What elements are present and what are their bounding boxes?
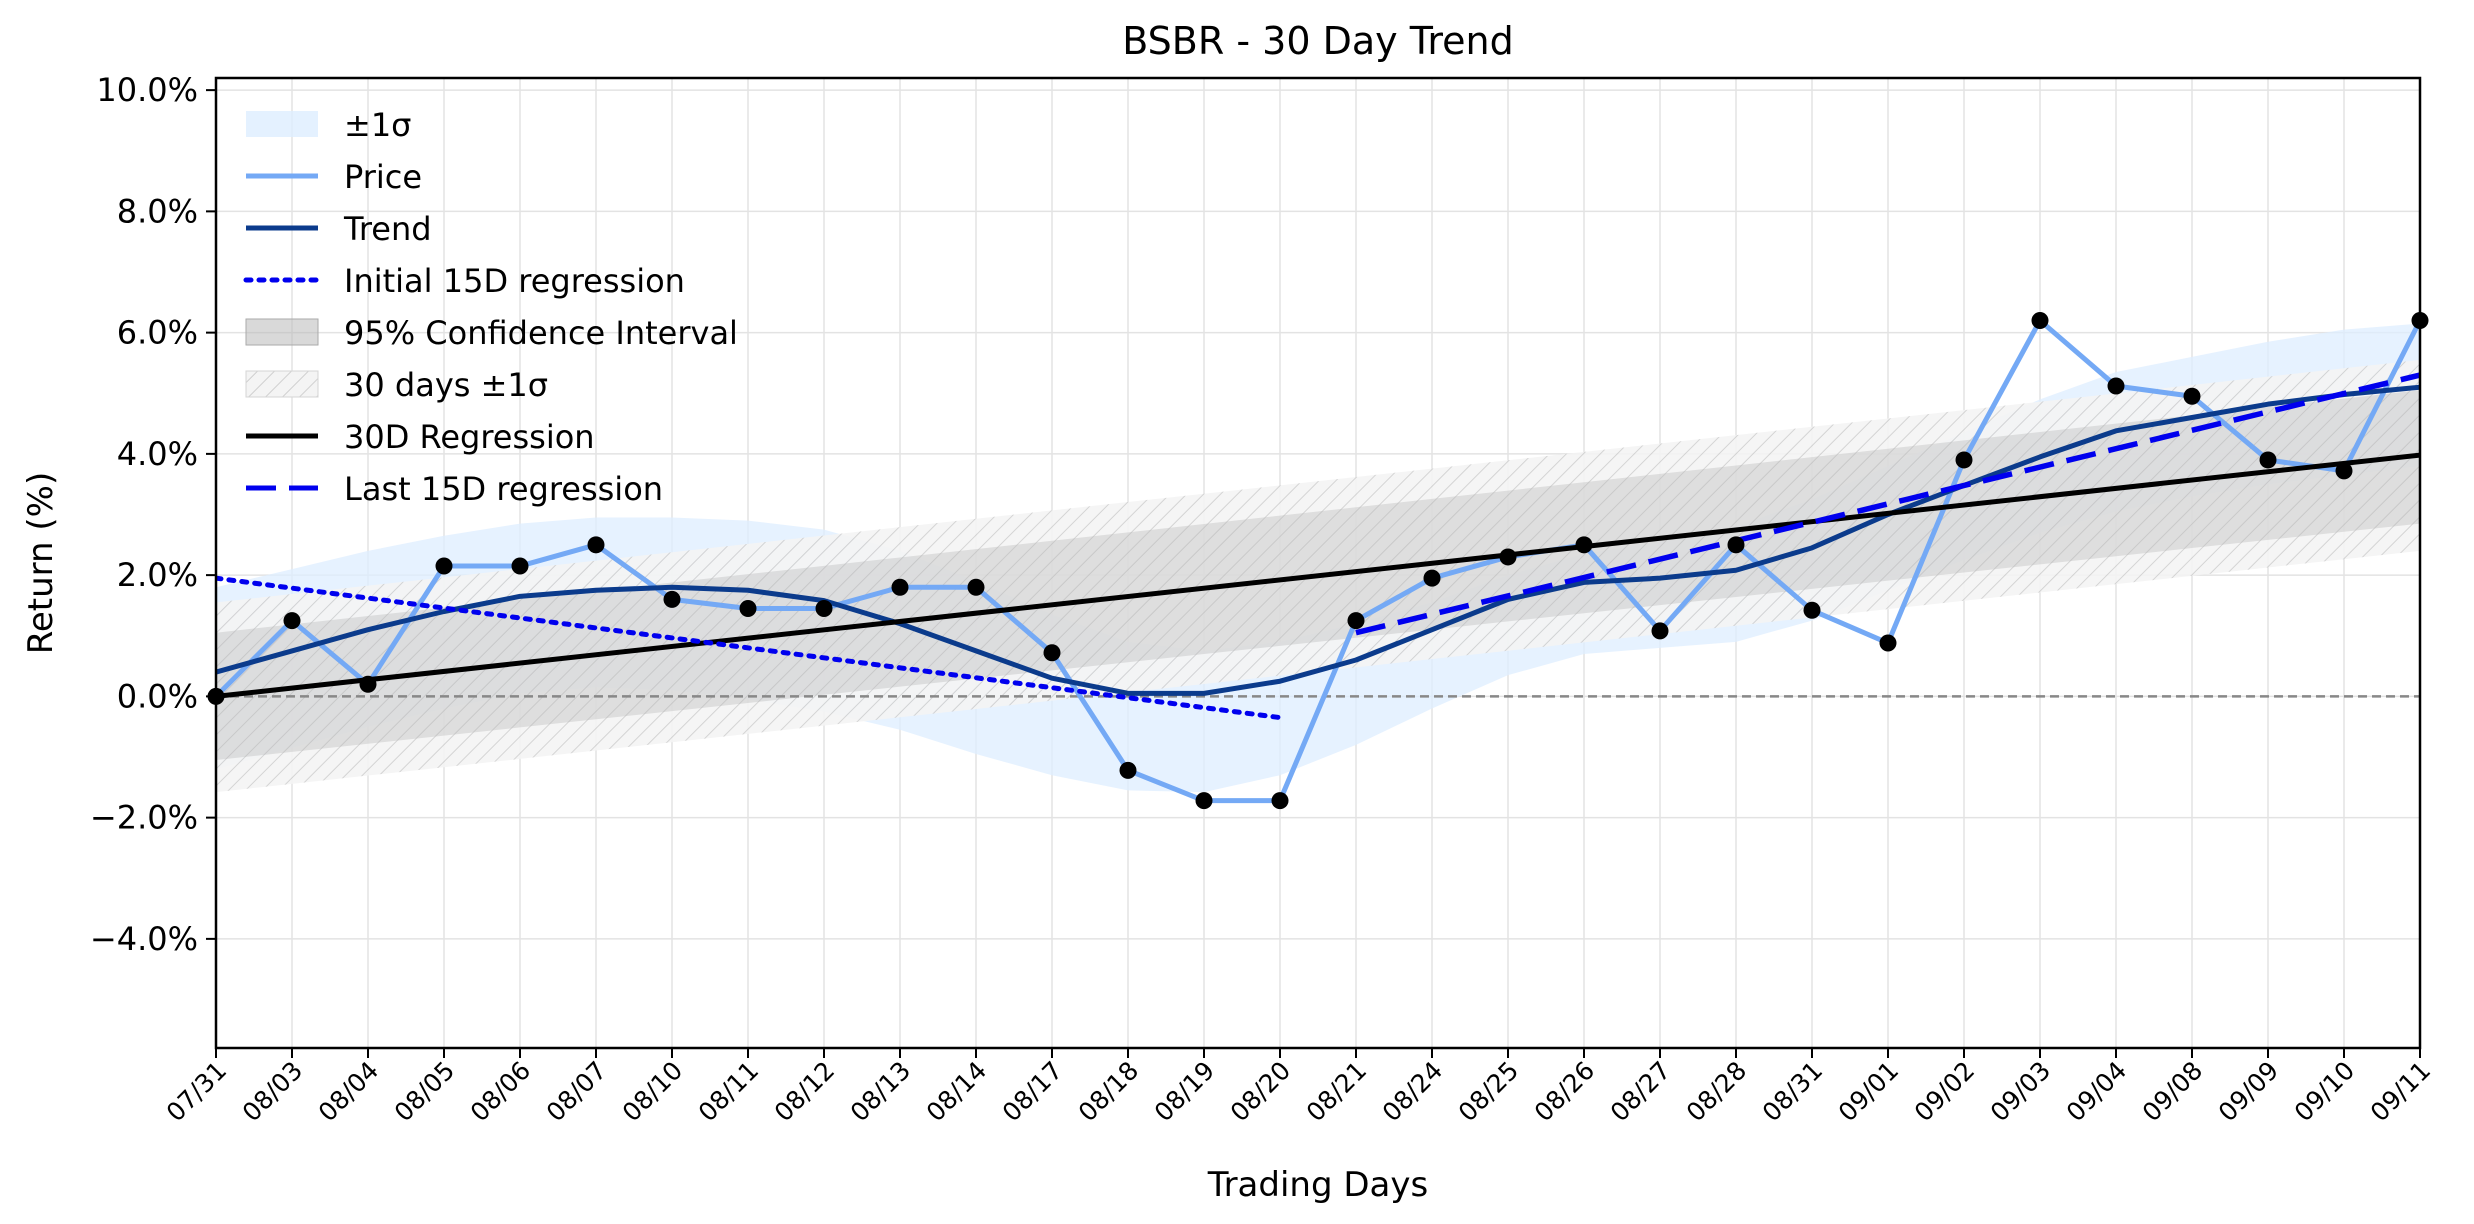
legend-swatch — [245, 370, 319, 398]
legend-swatch — [246, 111, 318, 137]
legend-item: 30D Regression — [246, 418, 595, 456]
price-point — [1271, 792, 1289, 810]
legend-swatch — [245, 318, 319, 346]
points — [207, 312, 2429, 810]
price-point — [1347, 612, 1365, 630]
y-tick-label: 6.0% — [117, 314, 198, 352]
price-point — [1043, 644, 1061, 662]
price-point — [2183, 387, 2201, 405]
price-point — [663, 590, 681, 608]
price-line — [216, 318, 2420, 804]
legend-label: Initial 15D regression — [344, 262, 685, 300]
legend-label: ±1σ — [344, 106, 411, 144]
price-point — [587, 536, 605, 554]
y-tick-label: 10.0% — [96, 71, 198, 109]
legend-label: 30 days ±1σ — [344, 366, 548, 404]
y-tick-label: −2.0% — [90, 799, 198, 837]
legend-item: Last 15D regression — [246, 470, 663, 508]
legend-item: 95% Confidence Interval — [245, 314, 738, 352]
y-axis-label: Return (%) — [21, 472, 61, 654]
price-point — [1879, 634, 1897, 652]
price-point — [1575, 536, 1593, 554]
price-point — [1803, 601, 1821, 619]
y-tick-label: −4.0% — [90, 920, 198, 958]
price-point — [435, 557, 453, 575]
y-tick-label: 4.0% — [117, 435, 198, 473]
legend-label: Price — [344, 158, 422, 196]
price-point — [511, 557, 529, 575]
legend-label: Trend — [343, 210, 432, 248]
price-point — [1727, 536, 1745, 554]
price-point — [2031, 312, 2049, 329]
legend: ±1σ Price Trend Initial 15D regression 95% C… — [243, 106, 738, 508]
price-point — [739, 599, 757, 617]
y-tick-label: 8.0% — [117, 192, 198, 230]
price-point — [1955, 451, 1973, 469]
y-tick-label: 0.0% — [117, 677, 198, 715]
legend-item: ±1σ — [246, 106, 411, 144]
price-point — [2107, 377, 2125, 395]
price-point — [1423, 569, 1441, 587]
y-tick-label: 2.0% — [117, 556, 198, 594]
price-point — [891, 578, 909, 596]
price-point — [2259, 451, 2277, 469]
legend-label: 30D Regression — [344, 418, 595, 456]
price-point — [1651, 622, 1669, 640]
price-point — [1119, 761, 1137, 779]
legend-item: Trend — [246, 210, 432, 248]
trend-line — [216, 384, 2420, 696]
price-point — [1499, 548, 1517, 566]
initial-15d-regression-line — [216, 575, 1283, 721]
price-point — [359, 675, 377, 693]
y-axis: −4.0% −2.0% 0.0% 2.0% 4.0% 6.0% 8.0% 10.0% — [90, 71, 216, 958]
legend-item: Initial 15D regression — [243, 262, 685, 300]
plot-frame — [214, 76, 2422, 1050]
legend-item: Price — [246, 158, 422, 196]
price-point — [815, 599, 833, 617]
price-point — [967, 578, 985, 596]
legend-label: 95% Confidence Interval — [344, 314, 738, 352]
x-axis-label: Trading Days — [1207, 1165, 1428, 1205]
chart-title: BSBR - 30 Day Trend — [1122, 19, 1513, 63]
legend-label: Last 15D regression — [344, 470, 663, 508]
regression-30d-line — [216, 452, 2420, 699]
price-point — [1195, 792, 1213, 810]
lines — [216, 318, 2420, 804]
price-point — [2335, 462, 2353, 480]
last-15d-regression-line — [1355, 372, 2420, 636]
legend-item: 30 days ±1σ — [245, 366, 548, 404]
price-point — [283, 612, 301, 630]
